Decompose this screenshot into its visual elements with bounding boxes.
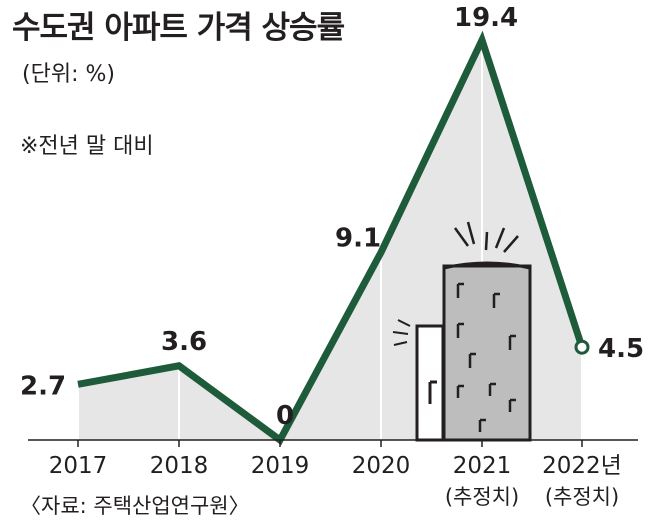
x-tick-label-2021: 2021: [453, 453, 512, 479]
data-label-2019: 0: [276, 401, 294, 431]
data-label-2018: 3.6: [161, 327, 207, 357]
building-illustration: [392, 221, 532, 442]
building-tall: [442, 221, 532, 442]
data-line: [77, 30, 586, 446]
data-label-2022년: 4.5: [598, 334, 644, 364]
x-tick-sublabel-2022년: (추정치): [545, 485, 619, 509]
data-point-2022년: [574, 339, 590, 355]
x-tick-label-2018: 2018: [150, 453, 209, 479]
x-ticks: [77, 440, 583, 447]
chart-title: 수도권 아파트 가격 상승률: [12, 10, 345, 46]
data-label-2017: 2.7: [20, 371, 66, 401]
x-tick-label-2017: 2017: [49, 453, 108, 479]
x-tick-label-2020: 2020: [352, 453, 411, 479]
labels: 2.7 3.6 0 9.1 19.4 4.5 2017 2018 2019 2020 2021 (추정…: [20, 3, 644, 509]
data-label-2020: 9.1: [335, 223, 381, 253]
x-tick-sublabel-2021: (추정치): [445, 485, 519, 509]
unit-label: (단위: %): [22, 62, 115, 87]
x-tick-label-2022년: 2022년: [542, 453, 622, 479]
note-label: ※전년 말 대비: [20, 134, 154, 159]
x-tick-label-2019: 2019: [251, 453, 310, 479]
data-marks: [77, 39, 590, 441]
source-label: 〈자료: 주택산업연구원〉: [20, 494, 250, 518]
data-label-2021: 19.4: [454, 3, 518, 33]
